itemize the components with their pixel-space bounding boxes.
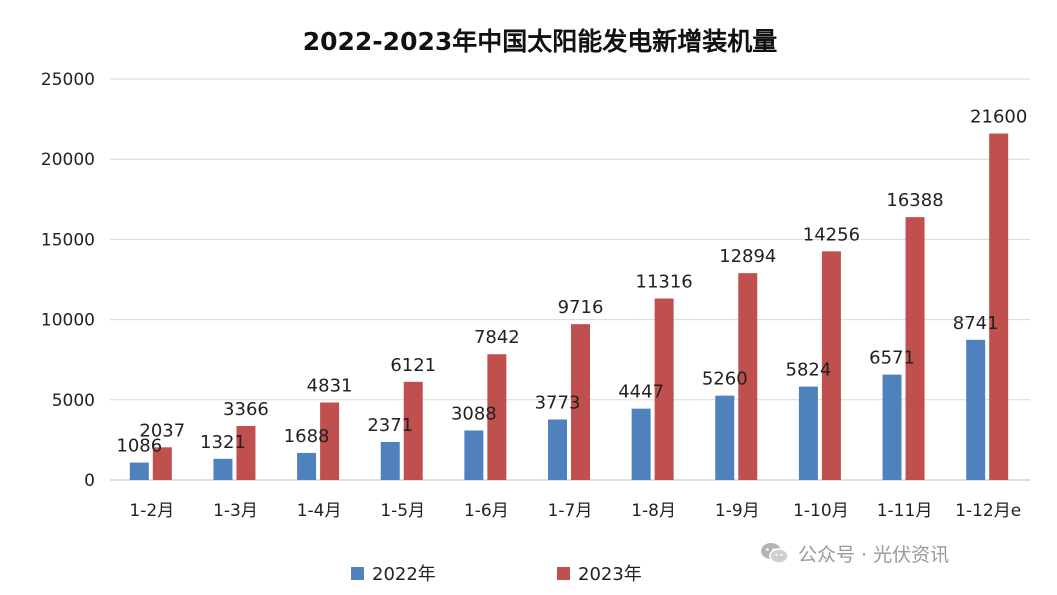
- data-label: 7842: [474, 327, 520, 348]
- x-tick-label: 1-2月: [129, 501, 174, 521]
- watermark-text: 公众号 · 光伏资讯: [798, 544, 950, 566]
- data-label: 3366: [223, 399, 269, 420]
- data-label: 2371: [367, 415, 413, 436]
- legend-label-2023: 2023年: [578, 564, 642, 585]
- bar-2023: [905, 217, 925, 480]
- bar-2022: [380, 441, 400, 480]
- data-label: 4831: [307, 376, 353, 397]
- data-label: 5260: [702, 369, 748, 390]
- bar-2022: [129, 462, 149, 480]
- y-tick-label: 0: [84, 471, 95, 491]
- legend-item-2023: 2023年: [557, 560, 642, 586]
- bar-2023: [320, 402, 340, 480]
- x-tick-label: 1-6月: [464, 501, 509, 521]
- bar-2022: [966, 339, 986, 480]
- bar-2022: [464, 430, 484, 480]
- wechat-icon: [761, 542, 789, 564]
- y-tick-label: 25000: [41, 70, 95, 90]
- x-axis-ticks: 1-2月 1-3月 1-4月 1-5月 1-6月 1-7月 1-8月 1-9月 1-10月 1-1…: [129, 501, 1021, 521]
- x-tick-label: 1-8月: [631, 501, 676, 521]
- x-tick-label: 1-10月: [793, 501, 849, 521]
- data-label: 1688: [284, 426, 330, 447]
- data-label: 8741: [953, 313, 999, 334]
- data-label: 1321: [200, 432, 246, 453]
- data-label: 16388: [886, 190, 943, 211]
- bar-2022: [715, 395, 735, 480]
- bar-2022: [798, 386, 818, 480]
- data-label: 2037: [139, 420, 185, 441]
- data-label: 11316: [636, 271, 693, 292]
- bar-2022: [297, 452, 317, 480]
- data-label: 14256: [803, 224, 860, 245]
- data-label: 3773: [535, 392, 581, 413]
- data-label: 1086: [116, 436, 162, 457]
- chart-title: 2022-2023年中国太阳能发电新增装机量: [302, 27, 778, 56]
- bars: [129, 133, 1009, 480]
- y-tick-label: 10000: [41, 311, 95, 331]
- watermark: 公众号 · 光伏资讯: [760, 540, 949, 567]
- y-tick-label: 15000: [41, 230, 95, 250]
- bar-2023: [152, 447, 172, 480]
- data-label: 9716: [558, 297, 604, 318]
- bar-2022: [631, 408, 651, 480]
- bar-2023: [403, 381, 423, 480]
- y-tick-label: 5000: [52, 391, 95, 411]
- bar-2023: [487, 354, 507, 480]
- legend-swatch-2022: [351, 566, 364, 580]
- bar-2023: [821, 251, 841, 480]
- x-tick-label: 1-7月: [548, 501, 593, 521]
- bar-2023: [571, 324, 590, 480]
- x-tick-label: 1-9月: [715, 501, 760, 521]
- bar-2022: [882, 374, 902, 480]
- data-label: 4447: [618, 382, 664, 403]
- data-label: 3088: [451, 403, 497, 424]
- data-label: 12894: [719, 246, 776, 267]
- bar-2023: [654, 298, 674, 480]
- data-label: 6571: [869, 348, 915, 369]
- data-label: 21600: [970, 107, 1027, 128]
- data-label: 5824: [786, 360, 832, 381]
- bar-2023: [236, 426, 256, 480]
- gridlines: [110, 78, 1030, 481]
- data-label: 6121: [390, 355, 436, 376]
- x-tick-label: 1-12月e: [955, 501, 1021, 521]
- legend-label-2022: 2022年: [372, 564, 436, 585]
- y-tick-label: 20000: [41, 150, 95, 170]
- legend-swatch-2023: [557, 566, 570, 580]
- x-tick-label: 1-4月: [297, 501, 342, 521]
- legend-item-2022: 2022年: [351, 560, 436, 586]
- y-axis-ticks: 0 5000 10000 15000 20000 25000: [41, 70, 95, 491]
- bar-2022: [548, 419, 567, 480]
- bar-2023: [738, 273, 758, 480]
- x-tick-label: 1-5月: [380, 501, 425, 521]
- bar-2023: [989, 133, 1009, 480]
- x-tick-label: 1-3月: [213, 501, 258, 521]
- bar-2022: [213, 458, 233, 480]
- x-tick-label: 1-11月: [877, 501, 933, 521]
